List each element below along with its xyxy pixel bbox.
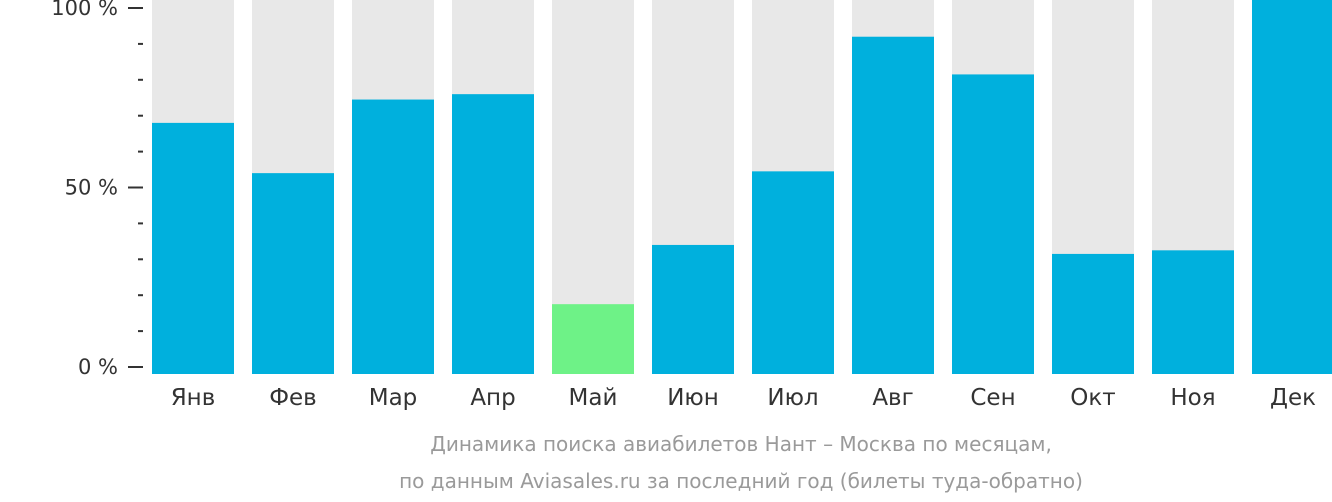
y-tick-label: 100 % [51, 0, 118, 20]
bar-4 [452, 94, 534, 374]
y-tick-label: 0 % [78, 355, 118, 379]
x-tick-label: Апр [470, 385, 515, 411]
x-tick-label: Июн [667, 385, 719, 411]
bar-12 [1252, 0, 1332, 374]
x-tick-label: Июл [767, 385, 818, 411]
x-tick-label: Ноя [1170, 385, 1215, 411]
bar-3 [352, 99, 434, 375]
x-axis-labels: Янв Фев Мар Апр Май Июн Июл Авг Сен Окт Ноя Дек [171, 385, 1316, 411]
bar-8 [852, 36, 934, 374]
x-tick-label: Дек [1270, 385, 1316, 411]
bar-2 [252, 173, 334, 374]
x-tick-label: Фев [269, 385, 317, 411]
bar-1 [152, 122, 234, 374]
bars-group [152, 0, 1332, 375]
bar-9 [952, 74, 1034, 374]
x-tick-label: Мар [369, 385, 418, 411]
chart-caption-line-2: по данным Aviasales.ru за последний год … [399, 469, 1083, 493]
bar-7 [752, 171, 834, 374]
x-tick-label: Окт [1070, 385, 1115, 411]
bar-10 [1052, 253, 1134, 374]
x-tick-label: Сен [970, 385, 1015, 411]
x-tick-label: Авг [872, 385, 913, 411]
y-axis: 0 % 50 % 100 % [51, 0, 143, 379]
bar-11 [1152, 250, 1234, 374]
chart-caption-line-1: Динамика поиска авиабилетов Нант – Москв… [430, 432, 1052, 456]
bar-5 [552, 304, 634, 374]
bar-6 [652, 244, 734, 374]
x-tick-label: Май [569, 385, 618, 411]
x-tick-label: Янв [171, 385, 216, 411]
y-tick-label: 50 % [65, 176, 118, 200]
